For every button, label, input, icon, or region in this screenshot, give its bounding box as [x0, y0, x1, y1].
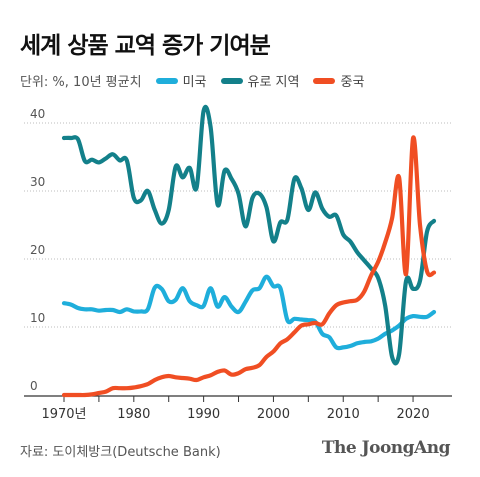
y-tick-label: 0: [30, 379, 38, 393]
y-tick-label: 10: [30, 311, 45, 325]
line-chart: 0 10 20 30 40 1970년 1980 1990 2000 2010 2020: [24, 104, 452, 422]
legend-label: 유로 지역: [247, 75, 300, 90]
legend-item: 유로 지역: [220, 71, 300, 90]
x-tick-label: 1980: [117, 407, 150, 422]
y-tick-label: 40: [30, 107, 45, 121]
y-tick-label: 20: [30, 243, 45, 257]
series-line-1: [61, 104, 437, 366]
legend-item: 미국: [155, 71, 207, 90]
x-tick-label: 2020: [397, 407, 430, 422]
unit-label: 단위: %, 10년 평균치: [20, 75, 142, 90]
y-tick-label: 30: [30, 175, 45, 189]
legend-swatch: [155, 77, 178, 84]
legend-label: 미국: [182, 75, 207, 90]
x-tick-label: 2000: [257, 407, 290, 422]
x-tick-label: 1990: [187, 407, 220, 422]
series-line-2: [61, 135, 437, 398]
grid-lines: [24, 122, 452, 328]
legend-label: 중국: [340, 75, 365, 90]
x-axis: 1970년 1980 1990 2000 2010 2020: [24, 395, 452, 422]
brand-logo: The JoongAng: [321, 438, 451, 458]
legend-swatch: [220, 77, 243, 84]
x-tick-label: 1970년: [41, 407, 86, 422]
chart-header-row: 단위: %, 10년 평균치 미국 유로 지역 중국: [20, 71, 364, 90]
y-axis-ticks: 0 10 20 30 40: [30, 107, 45, 393]
legend-swatch: [313, 77, 336, 84]
x-tick-label: 2010: [327, 407, 360, 422]
source-note: 자료: 도이체방크(Deutsche Bank): [20, 445, 221, 460]
chart-title: 세계 상품 교역 증가 기여분: [20, 33, 271, 59]
series-lines: [61, 104, 437, 398]
series-line-0: [61, 274, 437, 351]
legend: 미국 유로 지역 중국: [142, 71, 364, 90]
legend-item: 중국: [313, 71, 364, 90]
